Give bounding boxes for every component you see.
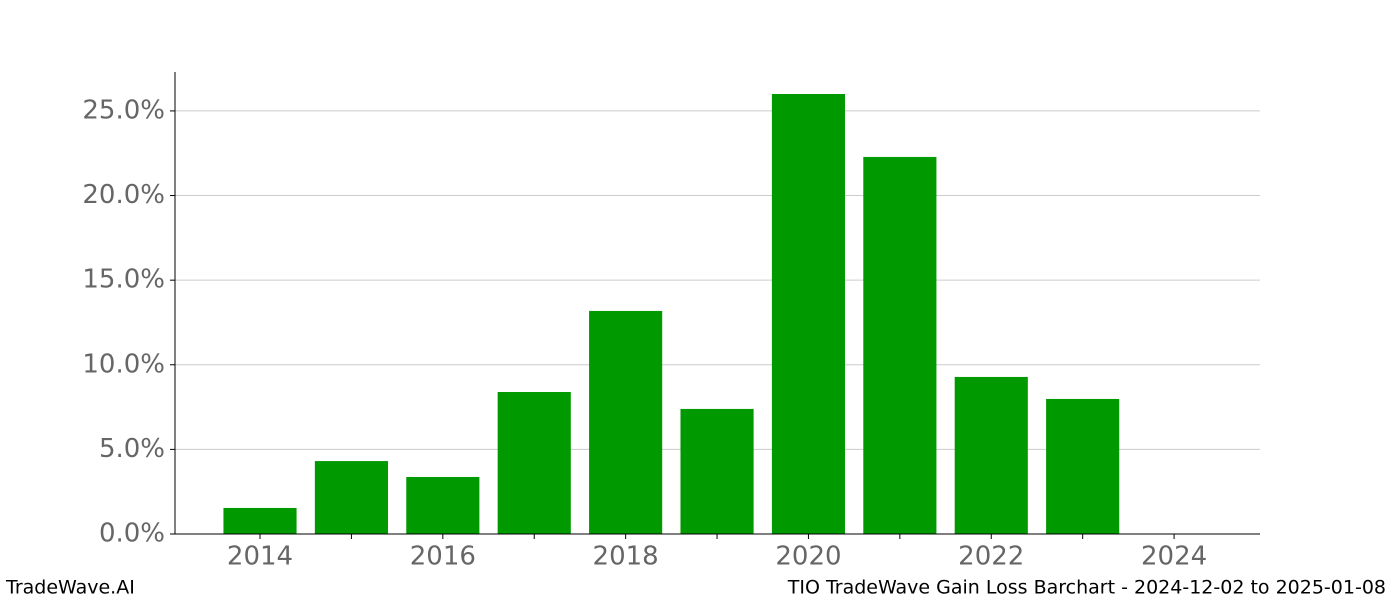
bar bbox=[863, 156, 937, 534]
x-tick-label: 2020 bbox=[775, 542, 841, 572]
bar bbox=[589, 310, 663, 534]
bar bbox=[680, 408, 754, 534]
y-tick-label: 20.0% bbox=[82, 180, 165, 210]
bar bbox=[771, 94, 846, 534]
x-tick-label: 2014 bbox=[227, 542, 293, 572]
x-tick-label: 2022 bbox=[958, 542, 1024, 572]
y-tick-label: 0.0% bbox=[99, 519, 165, 549]
chart-title: TIO TradeWave Gain Loss Barchart - 2024-… bbox=[787, 577, 1386, 599]
bar bbox=[223, 507, 297, 534]
y-tick-label: 25.0% bbox=[82, 95, 165, 125]
bar bbox=[406, 476, 480, 534]
y-tick-label: 10.0% bbox=[82, 349, 165, 379]
bar bbox=[954, 376, 1028, 534]
y-tick-label: 15.0% bbox=[82, 265, 165, 295]
bar bbox=[314, 461, 388, 534]
bar bbox=[1046, 398, 1120, 534]
y-tick-label: 5.0% bbox=[99, 434, 165, 464]
watermark: TradeWave.AI bbox=[5, 577, 135, 599]
x-tick-label: 2016 bbox=[410, 542, 476, 572]
bar bbox=[497, 392, 571, 534]
x-tick-label: 2018 bbox=[593, 542, 659, 572]
x-tick-label: 2024 bbox=[1141, 542, 1207, 572]
